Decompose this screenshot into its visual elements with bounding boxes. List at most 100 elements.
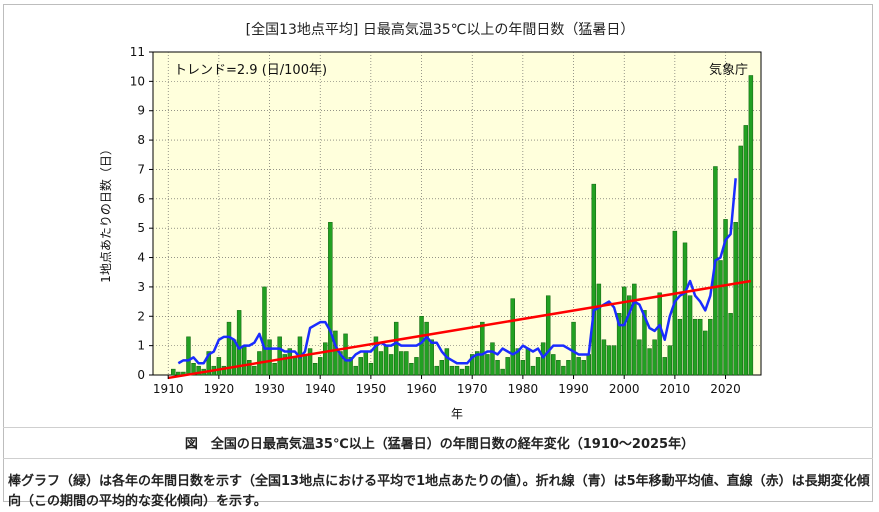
bar [343, 333, 348, 376]
y-tick-label: 6 [137, 192, 145, 206]
chart-title: [全国13地点平均] 日最高気温35℃以上の年間日数（猛暑日） [246, 21, 635, 38]
bar [677, 318, 683, 376]
axes: 0 1 2 3 4 5 6 7 8 9 10 11 1910 1920 1930 1940 1950 1960 19… [130, 45, 741, 396]
bar [530, 365, 536, 376]
bar [545, 295, 551, 376]
figure-frame [3, 4, 873, 502]
bar [388, 354, 394, 376]
bar [302, 354, 308, 376]
bar [505, 357, 510, 376]
y-tick-label: 9 [137, 104, 145, 118]
bar [368, 363, 374, 376]
bar [378, 351, 384, 376]
bar [586, 354, 591, 376]
bar [652, 339, 657, 376]
bar [216, 357, 222, 376]
bar [728, 313, 733, 376]
bar [434, 365, 439, 376]
bar [373, 336, 379, 376]
y-tick-label: 4 [137, 251, 145, 265]
bar [520, 360, 526, 376]
figure-description: 棒グラフ（緑）は各年の年間日数を示す（全国13地点における平均で1地点あたりの値… [8, 474, 870, 509]
bar [591, 183, 597, 376]
bar [307, 348, 313, 376]
bar [535, 357, 541, 376]
bar [642, 310, 647, 376]
bar [287, 348, 293, 376]
x-tick-label: 1950 [356, 382, 387, 396]
x-tick-label: 1910 [153, 382, 184, 396]
bar [424, 321, 429, 376]
bar [464, 365, 470, 376]
y-tick-label: 11 [130, 45, 145, 59]
plot-area [152, 51, 762, 376]
trend-label: トレンド=2.9 (日/100年) [174, 63, 327, 78]
bar [510, 298, 515, 376]
bar [312, 363, 318, 376]
bar [551, 354, 556, 376]
x-tick-label: 1990 [558, 382, 589, 396]
bar [221, 365, 227, 376]
x-tick-label: 1980 [508, 382, 539, 396]
bar [697, 318, 703, 376]
bar [252, 365, 257, 376]
x-tick-label: 2010 [660, 382, 691, 396]
bar [485, 354, 490, 376]
bar [226, 321, 232, 376]
bar [404, 351, 409, 376]
separator-bottom [3, 458, 873, 459]
bar [632, 283, 637, 376]
bar [657, 292, 662, 376]
bar [358, 357, 363, 376]
bar [414, 357, 419, 376]
bar [647, 348, 652, 376]
bar [627, 295, 632, 376]
bar [581, 360, 586, 376]
bar [399, 351, 404, 376]
bar [748, 75, 754, 376]
bar [540, 342, 546, 376]
y-tick-label: 7 [137, 162, 145, 176]
bar [525, 348, 531, 376]
bar [241, 345, 247, 376]
bar [333, 330, 338, 376]
bar [733, 222, 738, 376]
bar [383, 345, 389, 376]
bar [186, 336, 191, 376]
bar [601, 339, 607, 376]
bar [556, 360, 561, 376]
bar [621, 286, 627, 376]
bar [444, 348, 450, 376]
grid-lines [153, 52, 761, 375]
bar [637, 339, 642, 376]
bar [500, 368, 505, 376]
y-axis-label: 1地点あたりの日数（日） [98, 143, 113, 283]
bar [267, 339, 272, 376]
bar [363, 351, 369, 376]
bar [292, 357, 298, 376]
bar [566, 360, 571, 376]
x-tick-label: 2000 [609, 382, 640, 396]
y-tick-label: 3 [137, 280, 145, 294]
x-axis-label: 年 [451, 407, 463, 421]
trend-line [167, 279, 752, 380]
bar [247, 360, 252, 376]
chart-container: [全国13地点平均] 日最高気温35℃以上の年間日数（猛暑日） 0 1 2 3 4 5 6 7… [98, 21, 762, 421]
y-tick-label: 5 [137, 221, 145, 235]
x-tick-label: 2020 [710, 382, 741, 396]
bar [682, 242, 688, 376]
bar [480, 321, 485, 376]
bar [576, 357, 581, 376]
y-tick-label: 0 [137, 368, 145, 382]
bar [718, 260, 723, 376]
bar [454, 365, 460, 376]
bar [616, 313, 622, 376]
source-label: 気象庁 [709, 62, 748, 78]
bar [495, 360, 500, 376]
x-tick-label: 1940 [305, 382, 336, 396]
chart-svg: [全国13地点平均] 日最高気温35℃以上の年間日数（猛暑日） 0 1 2 3 4 5 6 7… [98, 21, 762, 421]
figure-caption: 図 全国の日最高気温35℃以上（猛暑日）の年間日数の経年変化（1910〜2025… [184, 437, 695, 452]
bar [323, 342, 328, 376]
bar [196, 365, 201, 376]
x-tick-label: 1960 [406, 382, 437, 396]
